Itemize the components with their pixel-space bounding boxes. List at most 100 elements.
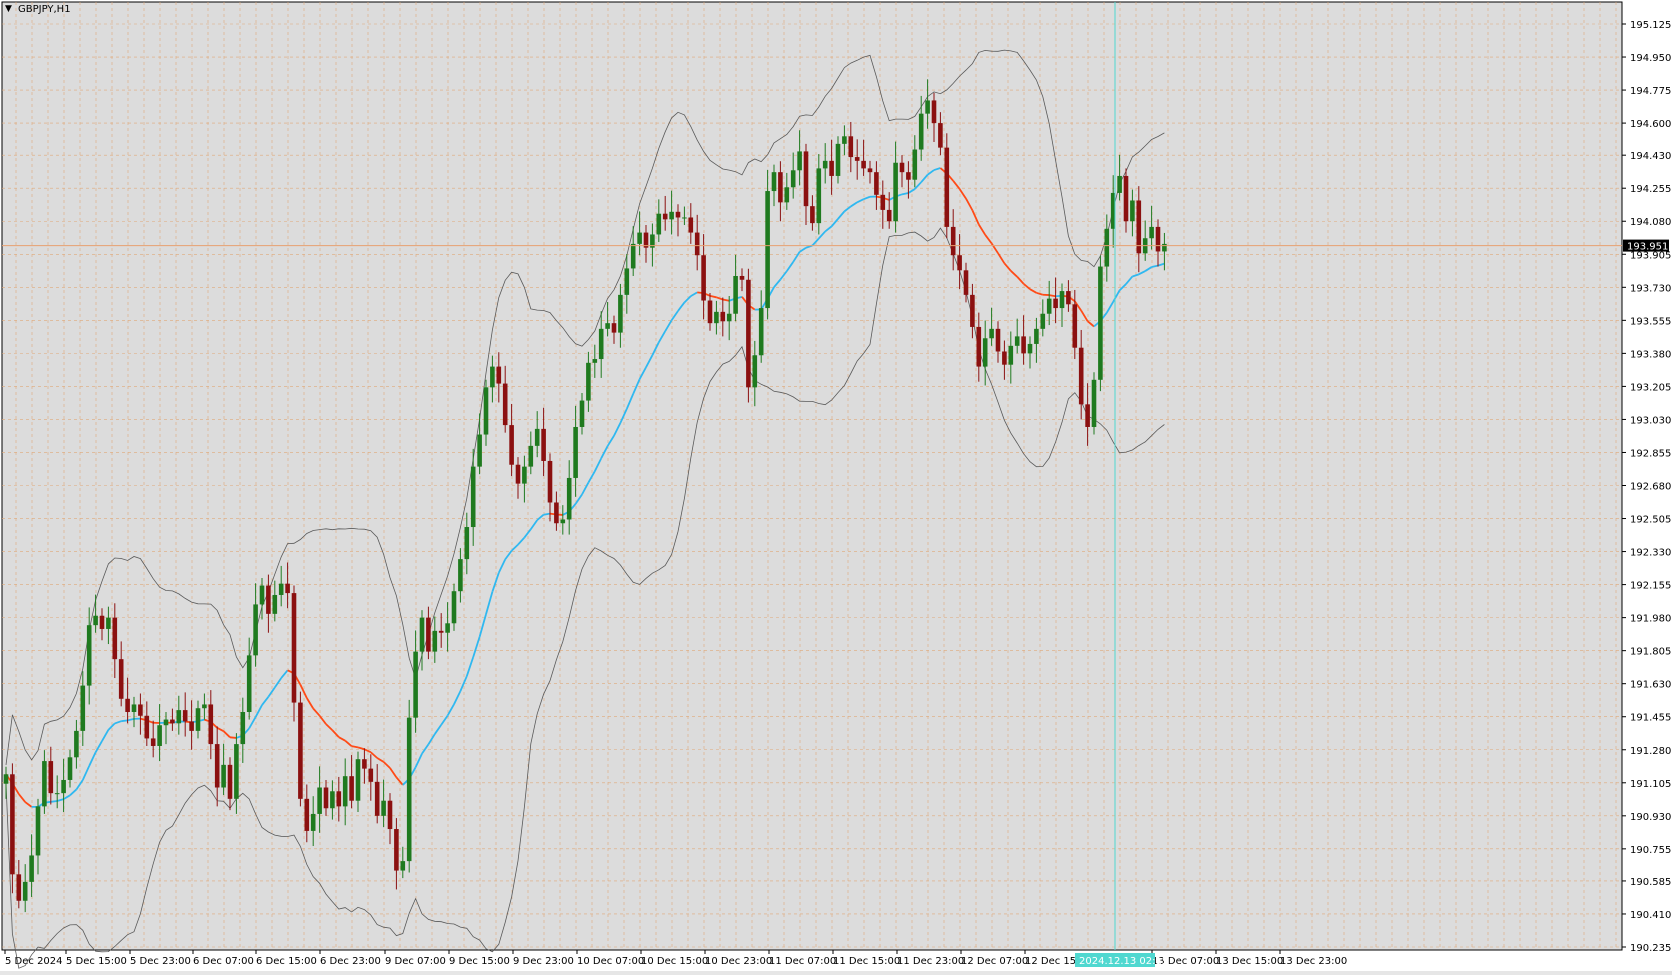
candle-body (420, 618, 425, 652)
y-tick-label: 191.105 (1630, 779, 1671, 790)
candle-body (298, 703, 303, 799)
y-tick-label: 194.775 (1630, 86, 1671, 97)
candle-body (285, 584, 290, 593)
candle-body (753, 355, 758, 387)
y-tick-label: 192.680 (1630, 482, 1671, 493)
candle-body (311, 814, 316, 831)
candle-body (189, 721, 194, 730)
candle-body (369, 769, 374, 782)
candle-body (701, 255, 706, 300)
candle-body (631, 244, 636, 269)
candle-body (426, 618, 431, 652)
crosshair-time-label: 2024.12.13 02:15 (1079, 956, 1168, 967)
candle-body (977, 327, 982, 367)
candle-body (989, 329, 994, 338)
y-tick-label: 191.280 (1630, 746, 1671, 757)
candle-body (919, 114, 924, 150)
candle-body (625, 268, 630, 294)
candle-body (113, 618, 118, 660)
y-tick-label: 193.205 (1630, 382, 1671, 393)
candle-body (87, 625, 92, 685)
ema-segment (121, 720, 127, 721)
x-tick-label: 9 Dec 15:00 (449, 956, 510, 967)
candle-body (567, 478, 572, 520)
candle-body (471, 467, 476, 527)
y-tick-label: 194.600 (1630, 119, 1671, 130)
x-tick-label: 5 Dec 15:00 (66, 956, 127, 967)
candle-body (541, 429, 546, 461)
candle-body (817, 168, 822, 223)
candle-body (119, 659, 124, 699)
candle-body (951, 227, 956, 255)
y-tick-label: 195.125 (1630, 20, 1671, 31)
candle-body (721, 312, 726, 321)
y-tick-label: 192.155 (1630, 581, 1671, 592)
candle-body (829, 161, 834, 176)
candle-body (17, 874, 22, 900)
candle-body (509, 425, 514, 465)
candle-body (1117, 176, 1122, 193)
x-tick-label: 13 Dec 15:00 (1216, 956, 1283, 967)
ema-segment (230, 737, 236, 738)
x-tick-label: 9 Dec 07:00 (385, 956, 446, 967)
ema-segment (352, 746, 358, 747)
candle-body (497, 367, 502, 384)
candle-body (1073, 304, 1078, 347)
y-tick-label: 194.430 (1630, 151, 1671, 162)
candle-body (29, 855, 34, 881)
candle-body (529, 446, 534, 467)
ema-segment (723, 299, 729, 300)
y-tick-label: 191.980 (1630, 614, 1671, 625)
candle-body (42, 761, 47, 806)
symbol-title: GBPJPY,H1 (18, 4, 71, 15)
y-tick-label: 191.630 (1630, 680, 1671, 691)
candle-body (151, 738, 156, 746)
candle-body (503, 384, 508, 426)
x-tick-label: 6 Dec 15:00 (256, 956, 317, 967)
candle-body (407, 718, 412, 861)
candle-body (983, 338, 988, 366)
candle-body (689, 217, 694, 232)
candle (292, 586, 297, 722)
candle-body (183, 710, 188, 721)
candle-body (836, 144, 841, 176)
candle-body (996, 329, 1001, 352)
x-tick-label: 9 Dec 23:00 (513, 956, 574, 967)
candle-body (164, 720, 169, 726)
candle-body (554, 502, 559, 523)
y-tick-label: 190.930 (1630, 812, 1671, 823)
candle-body (849, 136, 854, 157)
candle-body (932, 100, 937, 123)
candle-body (765, 191, 770, 308)
y-tick-label: 194.080 (1630, 217, 1671, 228)
x-tick-label: 11 Dec 15:00 (833, 956, 900, 967)
candle-body (900, 163, 905, 172)
candle-body (202, 704, 207, 708)
candle-body (330, 791, 335, 808)
candle (746, 269, 751, 403)
candle-body (1034, 329, 1039, 344)
candle-body (324, 788, 329, 809)
candle-body (746, 280, 751, 388)
candle-body (881, 195, 886, 210)
candle-body (791, 170, 796, 187)
candle-body (465, 527, 470, 559)
window-menu-icon[interactable]: ▼ (5, 4, 12, 14)
candle-body (708, 301, 713, 324)
candle-body (580, 401, 585, 427)
candle-body (81, 686, 86, 731)
y-tick-label: 193.730 (1630, 283, 1671, 294)
candle-body (861, 161, 866, 169)
candle-body (785, 187, 790, 202)
candle-body (810, 206, 815, 223)
candle-body (868, 168, 873, 172)
candle-body (618, 295, 623, 333)
candle-body (10, 774, 15, 874)
candle-body (593, 359, 598, 363)
ema-segment (1049, 295, 1055, 296)
candle-body (1028, 344, 1033, 353)
candle-body (209, 704, 214, 744)
candle-body (375, 782, 380, 816)
